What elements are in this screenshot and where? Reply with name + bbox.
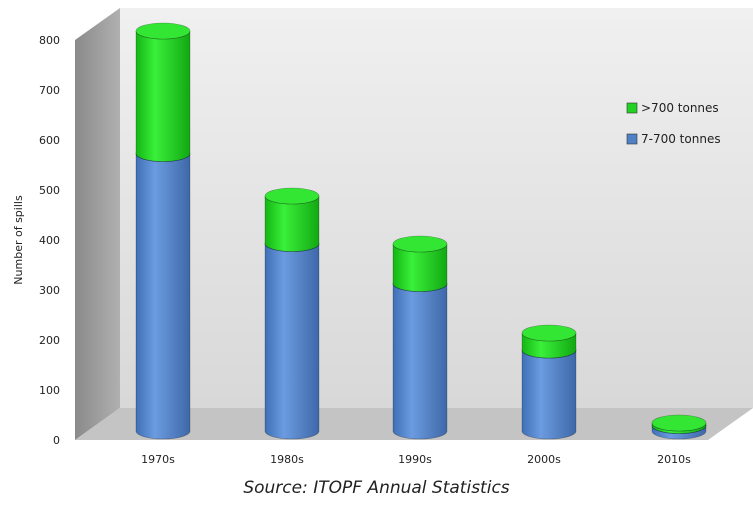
bar-2010s xyxy=(651,414,707,440)
legend-item: >700 tonnes xyxy=(626,101,719,115)
x-tick-label: 2000s xyxy=(527,453,561,466)
oil-spills-chart: 0 100 200 300 400 500 600 700 800 Number of spil… xyxy=(12,8,753,466)
y-tick-label: 400 xyxy=(39,234,60,247)
bar-segment xyxy=(135,145,191,440)
legend-item: 7-700 tonnes xyxy=(626,132,721,146)
bar-top xyxy=(521,324,577,342)
bar-body xyxy=(264,243,320,440)
bar-top xyxy=(651,414,707,432)
legend-swatch xyxy=(626,133,638,145)
bar-top xyxy=(135,22,191,40)
x-tick-label: 2010s xyxy=(657,453,691,466)
x-tick-label: 1980s xyxy=(270,453,304,466)
x-tick-label: 1970s xyxy=(141,453,175,466)
bar-1990s xyxy=(392,235,448,440)
bar-segment xyxy=(521,324,577,359)
x-axis: 1970s 1980s 1990s 2000s 2010s xyxy=(141,453,691,466)
legend: >700 tonnes 7-700 tonnes xyxy=(626,101,721,146)
bar-top xyxy=(264,187,320,205)
bar-1970s xyxy=(135,22,191,440)
bar-segment xyxy=(392,235,448,292)
bar-body xyxy=(264,195,320,252)
y-tick-label: 700 xyxy=(39,84,60,97)
y-tick-label: 500 xyxy=(39,184,60,197)
bar-body xyxy=(135,153,191,440)
bar-body xyxy=(521,349,577,440)
y-axis: 0 100 200 300 400 500 600 700 800 xyxy=(39,34,60,447)
bar-2000s xyxy=(521,324,577,440)
y-axis-label: Number of spills xyxy=(12,195,25,285)
legend-label: >700 tonnes xyxy=(641,101,719,115)
bars xyxy=(135,22,707,440)
bar-segment xyxy=(264,235,320,440)
left-wall xyxy=(75,8,120,440)
y-tick-label: 600 xyxy=(39,134,60,147)
bar-top xyxy=(392,235,448,253)
bar-segment xyxy=(264,187,320,252)
bar-body xyxy=(392,283,448,440)
bar-segment xyxy=(651,414,707,434)
y-tick-label: 0 xyxy=(53,434,60,447)
source-caption: Source: ITOPF Annual Statistics xyxy=(243,478,510,498)
legend-swatch xyxy=(626,102,638,114)
bar-segment xyxy=(135,22,191,162)
y-tick-label: 300 xyxy=(39,284,60,297)
x-tick-label: 1990s xyxy=(398,453,432,466)
y-tick-label: 200 xyxy=(39,334,60,347)
bar-segment xyxy=(392,275,448,440)
bar-1980s xyxy=(264,187,320,440)
y-tick-label: 100 xyxy=(39,384,60,397)
y-tick-label: 800 xyxy=(39,34,60,47)
bar-body xyxy=(135,30,191,162)
legend-label: 7-700 tonnes xyxy=(641,132,721,146)
